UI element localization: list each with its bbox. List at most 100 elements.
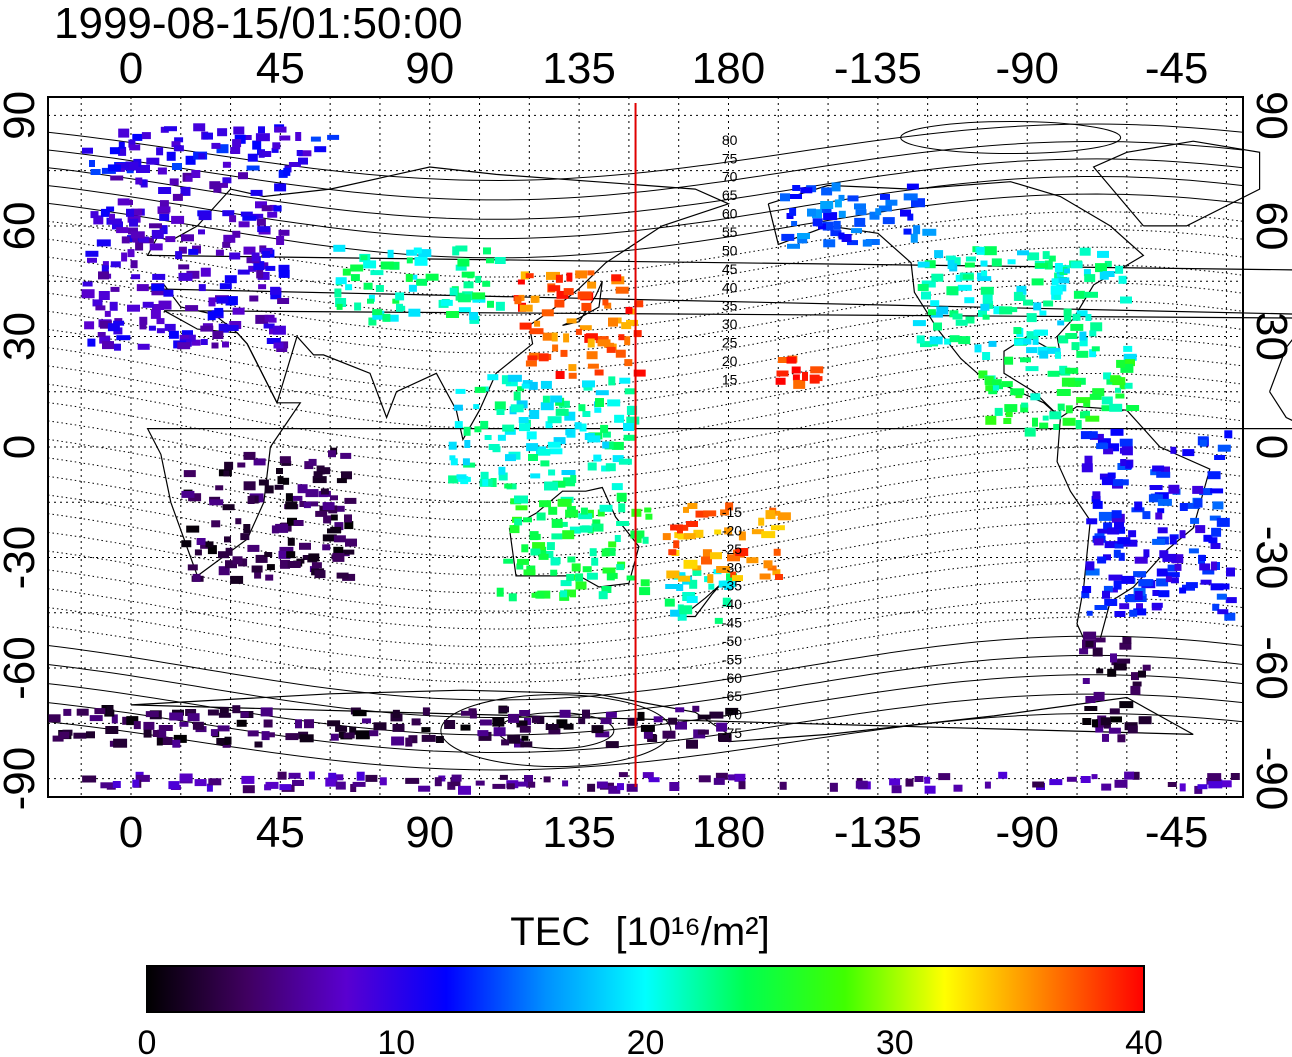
- tec-cell: [232, 705, 241, 714]
- tec-cell: [181, 490, 195, 498]
- tec-cell: [521, 383, 530, 389]
- tec-cell: [369, 730, 379, 737]
- tec-cell: [1138, 716, 1152, 725]
- tec-cell: [523, 517, 532, 523]
- tec-cell: [372, 310, 385, 320]
- tec-cell: [605, 463, 616, 472]
- tec-cell: [518, 294, 525, 301]
- tec-cell: [224, 461, 234, 470]
- tec-cell: [370, 270, 384, 276]
- tec-cell: [517, 386, 524, 392]
- tec-cell: [216, 182, 228, 188]
- tec-cell: [542, 395, 550, 403]
- tec-cell: [107, 218, 122, 225]
- tec-cell: [158, 187, 172, 194]
- tec-cell: [1082, 718, 1092, 725]
- x-tick-label-top: -135: [834, 44, 922, 93]
- tec-cell: [587, 338, 595, 348]
- tec-cell: [1015, 294, 1026, 301]
- tec-cell: [183, 470, 196, 478]
- tec-cell: [480, 420, 489, 429]
- tec-cell: [269, 328, 276, 335]
- tec-cell: [281, 460, 292, 466]
- tec-cell: [341, 471, 352, 480]
- tec-cell: [299, 542, 311, 550]
- tec-cell: [1121, 575, 1135, 584]
- tec-cell: [1016, 285, 1027, 295]
- tec-cell: [87, 338, 96, 347]
- tec-cell: [230, 575, 244, 584]
- tec-cell: [258, 284, 267, 290]
- tec-cell: [136, 165, 150, 173]
- tec-cell: [751, 529, 764, 535]
- tec-cell: [675, 721, 687, 730]
- tec-cell: [525, 273, 534, 279]
- tec-cell: [1117, 537, 1131, 545]
- tec-cell: [617, 783, 624, 791]
- tec-cell: [1118, 275, 1127, 284]
- tec-cell: [791, 366, 801, 374]
- tec-cell: [931, 273, 944, 282]
- tec-cell: [551, 332, 558, 342]
- tec-cell: [623, 434, 637, 441]
- tec-cell: [982, 352, 991, 360]
- tec-cell: [232, 139, 242, 148]
- tec-cell: [211, 520, 221, 528]
- tec-cell: [314, 570, 326, 579]
- tec-cell: [218, 551, 229, 559]
- tec-cell: [728, 774, 736, 781]
- tec-cell: [710, 552, 722, 560]
- contour-line: [47, 712, 1244, 771]
- tec-cell: [666, 570, 680, 579]
- tec-cell: [135, 774, 150, 782]
- tec-cell: [482, 280, 491, 287]
- tec-cell: [238, 558, 248, 567]
- tec-cell: [257, 226, 271, 233]
- tec-cell: [120, 163, 129, 169]
- tec-cell: [1114, 779, 1128, 788]
- tec-cell: [516, 720, 528, 728]
- tec-cell: [1004, 404, 1018, 413]
- tec-cell: [1116, 359, 1126, 368]
- tec-cell: [254, 571, 262, 579]
- coastline: [146, 310, 1292, 577]
- tec-cell: [838, 210, 846, 218]
- tec-cell: [907, 213, 914, 221]
- tec-cell: [508, 713, 519, 723]
- y-tick-label-left: 30: [0, 312, 44, 361]
- tec-cell: [258, 479, 269, 486]
- tec-cell: [1199, 488, 1213, 496]
- tec-cell: [598, 591, 608, 600]
- tec-cell: [637, 711, 645, 721]
- tec-cell: [1124, 771, 1135, 780]
- tec-cell: [579, 423, 587, 432]
- tec-cell: [551, 533, 563, 540]
- tec-cell: [738, 531, 746, 541]
- tec-cell: [1107, 668, 1117, 677]
- tec-cell: [530, 295, 538, 303]
- tec-cell: [555, 274, 563, 283]
- tec-cell: [977, 272, 984, 279]
- tec-cell: [269, 204, 277, 211]
- tec-cell: [212, 331, 224, 339]
- tec-cell: [1033, 329, 1045, 336]
- tec-cell: [1092, 500, 1103, 509]
- tec-cell: [168, 330, 179, 339]
- tec-cell: [363, 282, 373, 290]
- tec-cell: [1167, 564, 1177, 572]
- tec-cell: [1084, 274, 1096, 283]
- tec-cell: [352, 710, 367, 717]
- tec-cell: [274, 183, 287, 192]
- tec-cell: [200, 325, 214, 332]
- tec-cell: [730, 571, 737, 578]
- tec-cell: [1119, 701, 1134, 709]
- tec-cell: [545, 724, 559, 730]
- tec-cell: [616, 492, 627, 502]
- tec-cell: [701, 556, 712, 565]
- tec-cell: [606, 346, 616, 353]
- tec-cell: [100, 208, 110, 217]
- tec-cell: [625, 306, 633, 314]
- tec-cell: [642, 772, 654, 779]
- tec-cell: [298, 150, 312, 157]
- tec-cell: [1117, 463, 1132, 470]
